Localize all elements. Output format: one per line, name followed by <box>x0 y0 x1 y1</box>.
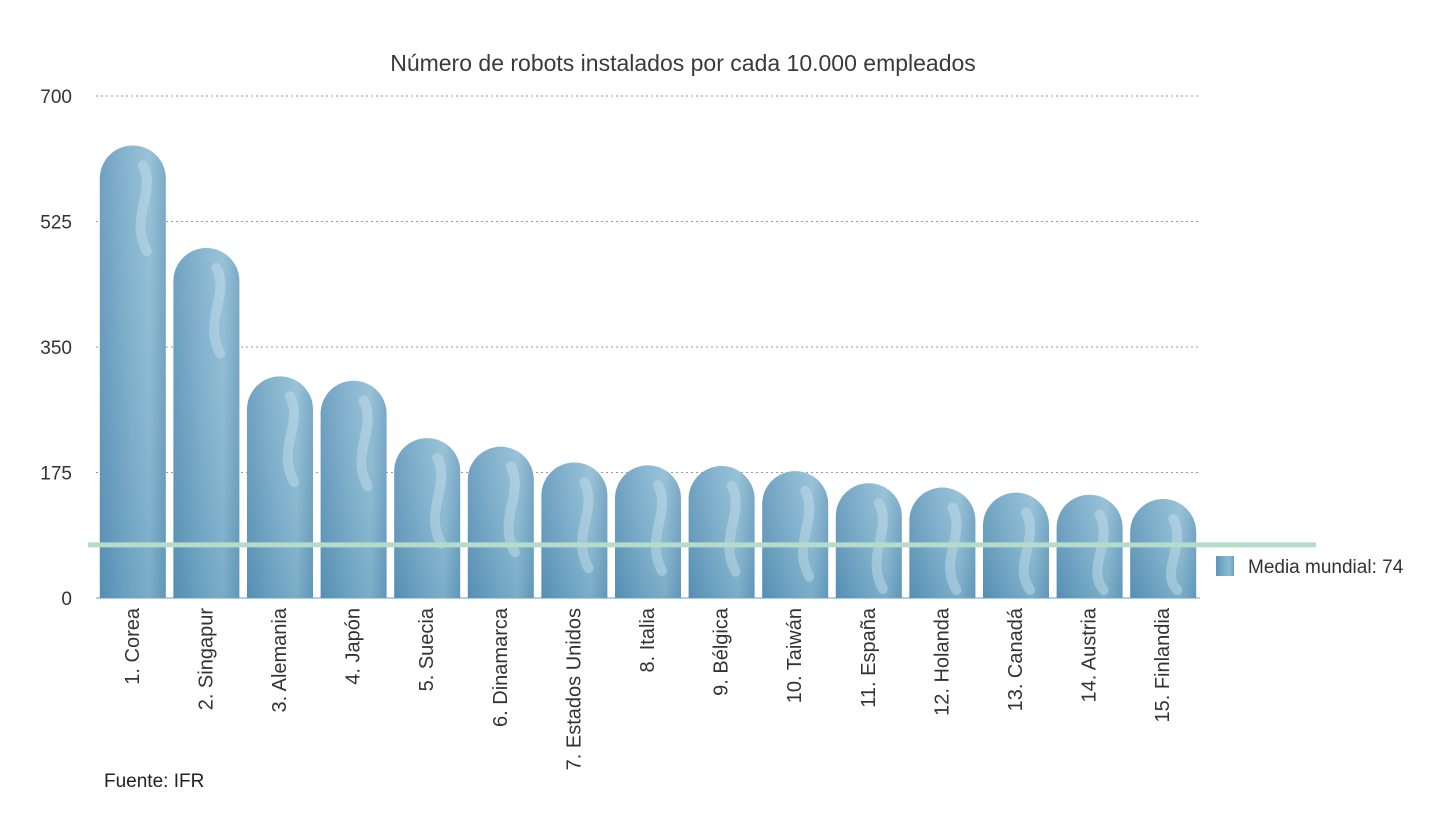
bar-highlight <box>577 477 594 574</box>
x-tick-label: 7. Estados Unidos <box>563 608 585 770</box>
bar-highlight <box>356 395 373 492</box>
bar-shade <box>835 483 902 598</box>
bar-highlight <box>724 480 741 577</box>
bar-shade <box>394 438 461 598</box>
bar-highlight <box>1166 513 1183 595</box>
bar-shade <box>688 466 755 598</box>
x-tick-label: 2. Singapur <box>195 608 217 711</box>
x-tick-label: 1. Corea <box>122 607 144 685</box>
x-tick-label: 14. Austria <box>1079 607 1101 702</box>
x-tick-label: 12. Holanda <box>931 607 953 716</box>
bar-shade <box>615 465 681 598</box>
bar-shade <box>541 462 608 598</box>
bar-highlight <box>209 262 226 359</box>
y-tick-label: 175 <box>40 464 72 485</box>
y-tick-label: 350 <box>40 338 72 359</box>
y-tick-label: 700 <box>40 87 72 108</box>
legend-swatch <box>1216 556 1234 576</box>
x-tick-label: 4. Japón <box>343 608 365 685</box>
x-tick-label: 3. Alemania <box>269 607 291 712</box>
bar-highlight <box>282 391 299 488</box>
x-tick-label: 15. Finlandia <box>1152 607 1174 722</box>
x-tick-label: 8. Italia <box>637 607 659 672</box>
bar-shade <box>762 471 829 598</box>
bar-highlight <box>1092 509 1109 595</box>
x-tick-label: 6. Dinamarca <box>490 607 512 727</box>
source-note: Fuente: IFR <box>104 771 205 792</box>
bar-highlight <box>1018 507 1036 595</box>
legend-label: Media mundial: 74 <box>1248 557 1404 578</box>
y-tick-label: 0 <box>61 589 72 610</box>
x-tick-label: 5. Suecia <box>416 607 438 691</box>
x-tick-label: 11. España <box>858 607 880 708</box>
bar-highlight <box>650 480 667 576</box>
bar-shade <box>247 376 313 598</box>
bar-highlight <box>429 452 447 549</box>
x-tick-label: 13. Canadá <box>1005 607 1027 711</box>
bar-highlight <box>135 160 152 257</box>
chart-title: Número de robots instalados por cada 10.… <box>390 50 976 76</box>
bar-shade <box>467 446 534 598</box>
bar-shade <box>173 248 240 598</box>
x-tick-label: 10. Taiwán <box>784 608 806 703</box>
bar-highlight <box>797 485 815 582</box>
y-tick-label: 525 <box>40 213 72 234</box>
x-tick-label: 9. Bélgica <box>711 607 733 696</box>
bar-shade <box>320 380 387 598</box>
bar-highlight <box>503 461 520 558</box>
bar-shade <box>1130 499 1197 598</box>
bar-shade <box>99 145 166 599</box>
